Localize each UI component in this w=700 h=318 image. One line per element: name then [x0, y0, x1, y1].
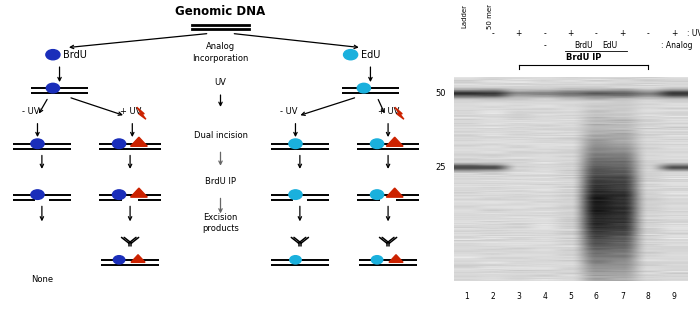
Polygon shape — [395, 107, 404, 119]
Polygon shape — [130, 188, 147, 197]
Circle shape — [370, 139, 384, 149]
Text: Genomic DNA: Genomic DNA — [176, 5, 265, 17]
Text: +: + — [619, 29, 626, 38]
Text: -: - — [543, 29, 546, 38]
Polygon shape — [136, 107, 146, 119]
Text: 9: 9 — [672, 292, 676, 301]
Text: Analog
Incorporation: Analog Incorporation — [193, 42, 248, 63]
Text: + UV: + UV — [120, 107, 142, 116]
Polygon shape — [386, 137, 403, 146]
Text: -: - — [491, 29, 494, 38]
Text: Ladder: Ladder — [461, 4, 467, 28]
Circle shape — [113, 190, 126, 199]
Text: : UV: : UV — [687, 29, 700, 38]
Text: +: + — [671, 29, 678, 38]
Circle shape — [31, 139, 44, 149]
Polygon shape — [386, 188, 403, 197]
Text: UV: UV — [215, 78, 226, 87]
Text: 5: 5 — [568, 292, 573, 301]
Circle shape — [289, 190, 302, 199]
Text: -: - — [647, 29, 650, 38]
Text: BrdU IP: BrdU IP — [566, 53, 601, 62]
Text: Excision
products: Excision products — [202, 212, 239, 233]
Text: 4: 4 — [542, 292, 547, 301]
Polygon shape — [389, 255, 403, 262]
Text: 2: 2 — [491, 292, 495, 301]
Circle shape — [113, 256, 125, 264]
Text: Dual incision: Dual incision — [193, 131, 248, 140]
Text: +: + — [515, 29, 522, 38]
Text: BrdU: BrdU — [63, 50, 87, 60]
Circle shape — [290, 256, 301, 264]
Text: EdU: EdU — [602, 41, 617, 50]
Text: - UV: - UV — [280, 107, 298, 116]
Text: 7: 7 — [620, 292, 624, 301]
Text: + UV: + UV — [379, 107, 400, 116]
Circle shape — [371, 256, 383, 264]
Circle shape — [113, 139, 126, 149]
Circle shape — [46, 50, 60, 60]
Polygon shape — [131, 255, 145, 262]
Circle shape — [357, 83, 370, 93]
Text: EdU: EdU — [360, 50, 380, 60]
Text: None: None — [31, 275, 53, 284]
Polygon shape — [130, 137, 147, 146]
Text: 8: 8 — [646, 292, 650, 301]
Circle shape — [46, 83, 60, 93]
Text: 3: 3 — [517, 292, 521, 301]
Text: 50 mer: 50 mer — [486, 4, 493, 29]
Circle shape — [31, 190, 44, 199]
Text: : Analog: : Analog — [661, 41, 692, 50]
Text: -: - — [543, 41, 546, 50]
Circle shape — [344, 50, 358, 60]
Circle shape — [289, 139, 302, 149]
Text: - UV: - UV — [22, 107, 40, 116]
Text: +: + — [567, 29, 574, 38]
Text: BrdU: BrdU — [574, 41, 593, 50]
Text: 50: 50 — [435, 89, 446, 98]
Text: 1: 1 — [465, 292, 469, 301]
Text: 6: 6 — [594, 292, 598, 301]
Text: 25: 25 — [435, 162, 446, 172]
Text: -: - — [595, 29, 598, 38]
Circle shape — [370, 190, 384, 199]
Text: BrdU IP: BrdU IP — [205, 177, 236, 186]
